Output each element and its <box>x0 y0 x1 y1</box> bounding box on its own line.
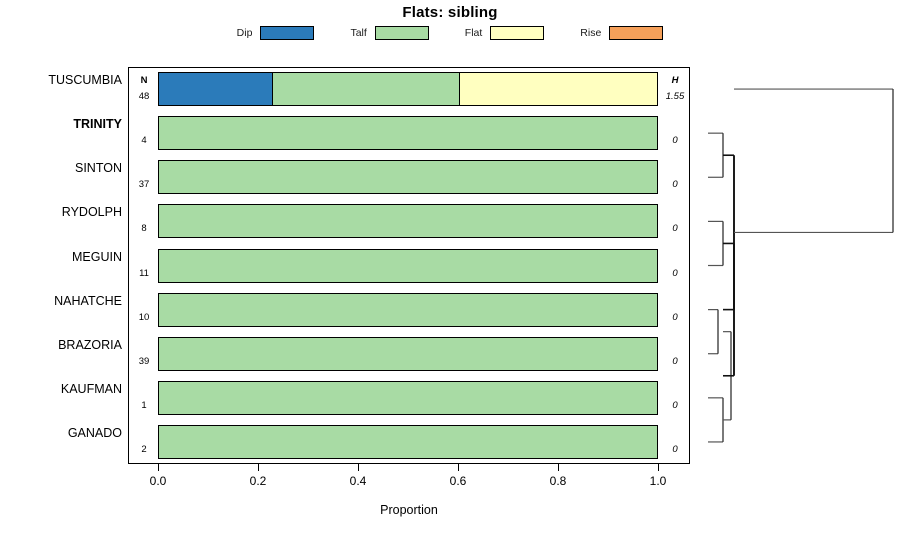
dendro-node-root <box>734 88 894 234</box>
n-value-meguin: 11 <box>139 267 149 279</box>
bar-segment-rydolph-talf[interactable] <box>159 205 657 238</box>
n-value-brazoria: 39 <box>138 355 150 367</box>
legend-swatch-talf <box>374 26 429 40</box>
bar-segment-sinton-talf[interactable] <box>159 161 657 194</box>
h-value-ganado: 0 <box>672 443 678 455</box>
bar-segment-nahatche-talf[interactable] <box>159 293 657 326</box>
legend-item-flat: Flat <box>465 26 545 40</box>
legend-item-rise: Rise <box>580 26 664 40</box>
x-tick-mark-1 <box>258 464 259 471</box>
x-tick-mark-4 <box>558 464 559 471</box>
row-label-ganado: GANADO <box>67 425 122 440</box>
bar-segment-tuscumbia-dip[interactable] <box>159 73 273 106</box>
row-label-meguin: MEGUIN <box>72 249 122 264</box>
bar-segment-tuscumbia-talf[interactable] <box>272 73 459 106</box>
x-tick-mark-3 <box>458 464 459 471</box>
bar-kaufman[interactable] <box>158 380 658 415</box>
bar-segment-kaufman-talf[interactable] <box>159 381 657 414</box>
bar-nahatche[interactable] <box>158 292 658 327</box>
x-tick-label-3: 0.6 <box>449 474 467 488</box>
x-tick-label-1: 0.2 <box>249 474 267 488</box>
row-label-kaufman: KAUFMAN <box>60 381 122 396</box>
legend-label-dip: Dip <box>236 27 253 39</box>
row-label-tuscumbia: TUSCUMBIA <box>48 73 122 88</box>
h-value-nahatche: 0 <box>672 311 678 323</box>
legend: Dip Talf Flat Rise <box>0 26 900 40</box>
n-value-trinity: 4 <box>141 135 147 147</box>
row-label-trinity: TRINITY <box>73 117 122 132</box>
bar-brazoria[interactable] <box>158 336 658 371</box>
dendro-node-kaufman-ganado <box>708 397 724 443</box>
bar-segment-tuscumbia-flat[interactable] <box>458 73 657 106</box>
h-value-rydolph: 0 <box>672 223 678 235</box>
bar-segment-meguin-talf[interactable] <box>159 249 657 282</box>
h-value-meguin: 0 <box>672 267 678 279</box>
n-value-tuscumbia: 48 <box>138 91 150 103</box>
x-axis-title: Proportion <box>380 503 438 517</box>
bar-trinity[interactable] <box>158 116 658 151</box>
legend-swatch-rise <box>609 26 664 40</box>
x-tick-label-4: 0.8 <box>549 474 567 488</box>
h-column-header: H <box>671 75 679 86</box>
h-value-kaufman: 0 <box>672 399 678 411</box>
x-tick-label-5: 1.0 <box>649 474 667 488</box>
h-column: H 1.55 0 0 0 0 0 0 0 0 <box>660 0 690 540</box>
x-tick-mark-0 <box>158 464 159 471</box>
row-label-sinton: SINTON <box>75 161 122 176</box>
dendro-node-trinity-sinton <box>708 132 724 178</box>
x-axis: 0.0 0.2 0.4 0.6 0.8 1.0 <box>128 464 690 504</box>
h-value-brazoria: 0 <box>672 355 678 367</box>
h-value-trinity: 0 <box>672 135 678 147</box>
row-label-nahatche: NAHATCHE <box>54 293 122 308</box>
plot-area <box>128 67 690 464</box>
bar-rydolph[interactable] <box>158 204 658 239</box>
legend-swatch-dip <box>260 26 315 40</box>
dendro-node-rydolph-meguin <box>708 220 724 267</box>
bar-segment-ganado-talf[interactable] <box>159 425 657 458</box>
bar-tuscumbia[interactable] <box>158 72 658 107</box>
n-value-sinton: 37 <box>138 179 150 191</box>
bar-segment-trinity-talf[interactable] <box>159 117 657 150</box>
legend-label-flat: Flat <box>464 27 483 39</box>
dendrogram <box>708 88 894 443</box>
bar-segment-brazoria-talf[interactable] <box>159 337 657 370</box>
n-column: N 48 4 37 8 11 10 39 1 2 <box>128 0 160 540</box>
legend-swatch-flat <box>490 26 545 40</box>
y-axis-labels: TUSCUMBIA TRINITY SINTON RYDOLPH MEGUIN NAHAT… <box>0 0 122 540</box>
page-title: Flats: sibling <box>402 4 498 21</box>
legend-label-talf: Talf <box>350 27 367 39</box>
row-label-rydolph: RYDOLPH <box>61 205 122 220</box>
bar-sinton[interactable] <box>158 160 658 195</box>
x-tick-label-2: 0.4 <box>349 474 367 488</box>
bar-meguin[interactable] <box>158 248 658 283</box>
dendro-node-nahatche-brazoria <box>708 309 719 355</box>
n-value-ganado: 2 <box>141 443 147 455</box>
h-value-sinton: 0 <box>672 179 678 191</box>
x-tick-label-0: 0.0 <box>149 474 167 488</box>
x-tick-mark-5 <box>658 464 659 471</box>
x-tick-mark-2 <box>358 464 359 471</box>
legend-item-talf: Talf <box>350 26 429 40</box>
n-value-rydolph: 8 <box>141 223 147 235</box>
n-column-header: N <box>140 75 148 86</box>
n-value-kaufman: 1 <box>141 399 147 411</box>
h-value-tuscumbia: 1.55 <box>665 91 685 103</box>
dendro-node-all-others <box>723 154 735 311</box>
legend-item-dip: Dip <box>237 26 315 40</box>
row-label-brazoria: BRAZORIA <box>58 337 122 352</box>
legend-label-rise: Rise <box>580 27 602 39</box>
bar-ganado[interactable] <box>158 424 658 459</box>
n-value-nahatche: 10 <box>138 311 150 323</box>
